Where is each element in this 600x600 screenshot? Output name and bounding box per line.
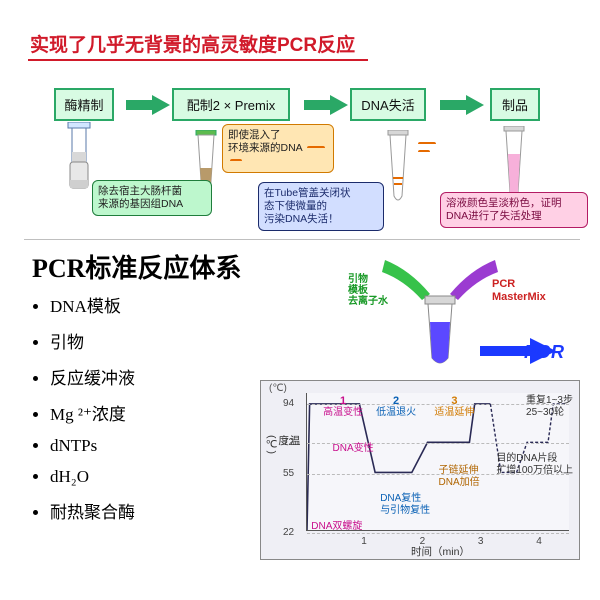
callout-product: 溶液颜色呈淡粉色，证明DNA进行了失活处理 xyxy=(440,192,588,228)
chart-step-annotation: DNA复性与引物复性 xyxy=(380,493,430,517)
pcr-infographic: 实现了几乎无背景的高灵敏度PCR反应 酶精制 配制2 × Premix DNA失活 制… xyxy=(0,0,600,600)
flow-step-box: DNA失活 xyxy=(350,88,426,121)
top-flow-section: 实现了几乎无背景的高灵敏度PCR反应 酶精制 配制2 × Premix DNA失活 制… xyxy=(24,30,580,240)
flow-title-underline xyxy=(28,59,368,61)
pcr-cycle-chart: (℃) 温度(℃) 时间（min） 22557294 1234 1高温变性2低温… xyxy=(260,380,580,560)
chart-step-annotation: DNA变性 xyxy=(333,443,374,455)
callout-premix-dna: 即使混入了环境来源的DNA xyxy=(222,124,334,173)
callout-premix-dna-text: 即使混入了环境来源的DNA xyxy=(228,129,302,154)
chart-y-unit: (℃) xyxy=(269,383,287,394)
flow-step-box: 酶精制 xyxy=(54,88,114,121)
bullet-item: 反应缓冲液 xyxy=(50,364,135,389)
spin-column-icon xyxy=(64,122,94,200)
chart-ytick: 72 xyxy=(283,437,294,448)
bullet-item: 引物 xyxy=(50,328,135,353)
bullet-item: dNTPs xyxy=(50,436,135,456)
bullet-item: dH₂O xyxy=(50,467,135,487)
chart-xtick: 3 xyxy=(478,536,484,547)
mastermix-right-label: PCRMasterMix xyxy=(492,278,546,304)
bullet-list: DNA模板引物反应缓冲液 Mg ²⁺浓度 dNTPs dH₂O 耐热聚合酶 xyxy=(50,292,135,534)
bullet-item: DNA模板 xyxy=(50,292,135,317)
inactivate-tube-icon xyxy=(386,130,410,208)
chart-xtick: 1 xyxy=(361,536,367,547)
chart-ytick: 55 xyxy=(283,468,294,479)
bullet-item: Mg ²⁺浓度 xyxy=(50,400,135,425)
section-heading: PCR标准反应体系 xyxy=(32,248,241,285)
flow-step-box: 制品 xyxy=(490,88,540,121)
callout-inactivate-text: 在Tube管盖关闭状态下使微量的污染DNA失活！ xyxy=(264,187,351,225)
arrow-right-icon xyxy=(126,95,170,115)
chart-cycle-repeat: 重复1~3步25~30轮 xyxy=(526,395,573,419)
chart-phase-label: 1高温变性 xyxy=(323,395,363,418)
chart-step-annotation: 子链延伸DNA加倍 xyxy=(439,465,480,489)
callout-product-text: 溶液颜色呈淡粉色，证明DNA进行了失活处理 xyxy=(446,197,562,222)
callout-purify: 除去宿主大肠杆菌来源的基因组DNA xyxy=(92,180,212,216)
flow-title: 实现了几乎无背景的高灵敏度PCR反应 xyxy=(24,30,580,57)
arrow-right-icon xyxy=(440,95,484,115)
chart-xtick: 2 xyxy=(420,536,426,547)
arrow-right-icon xyxy=(304,95,348,115)
callout-inactivate: 在Tube管盖关闭状态下使微量的污染DNA失活！ xyxy=(258,182,384,231)
chart-phase-label: 2低温退火 xyxy=(376,395,416,418)
flow-step-box: 配制2 × Premix xyxy=(172,88,290,121)
bullet-item: 耐热聚合酶 xyxy=(50,498,135,523)
mastermix-diagram: 引物模板去离子水 PCRMasterMix PCR xyxy=(300,250,580,370)
mastermix-left-label: 引物模板去离子水 xyxy=(348,274,388,307)
dna-squiggle-icon xyxy=(418,142,436,147)
dna-squiggle-icon xyxy=(418,150,430,155)
dna-squiggle-icon xyxy=(230,159,242,164)
callout-purify-text: 除去宿主大肠杆菌来源的基因组DNA xyxy=(98,185,183,210)
pcr-label: PCR xyxy=(524,342,565,363)
chart-ytick: 94 xyxy=(283,398,294,409)
chart-cycle-amplify: 目的DNA片段扩增100万倍以上 xyxy=(496,453,573,477)
chart-ytick: 22 xyxy=(283,527,294,538)
chart-phase-label: 3适温延伸 xyxy=(434,395,474,418)
chart-xtick: 4 xyxy=(536,536,542,547)
chart-step-annotation: DNA双螺旋 xyxy=(311,521,362,533)
dna-squiggle-icon xyxy=(307,146,325,151)
